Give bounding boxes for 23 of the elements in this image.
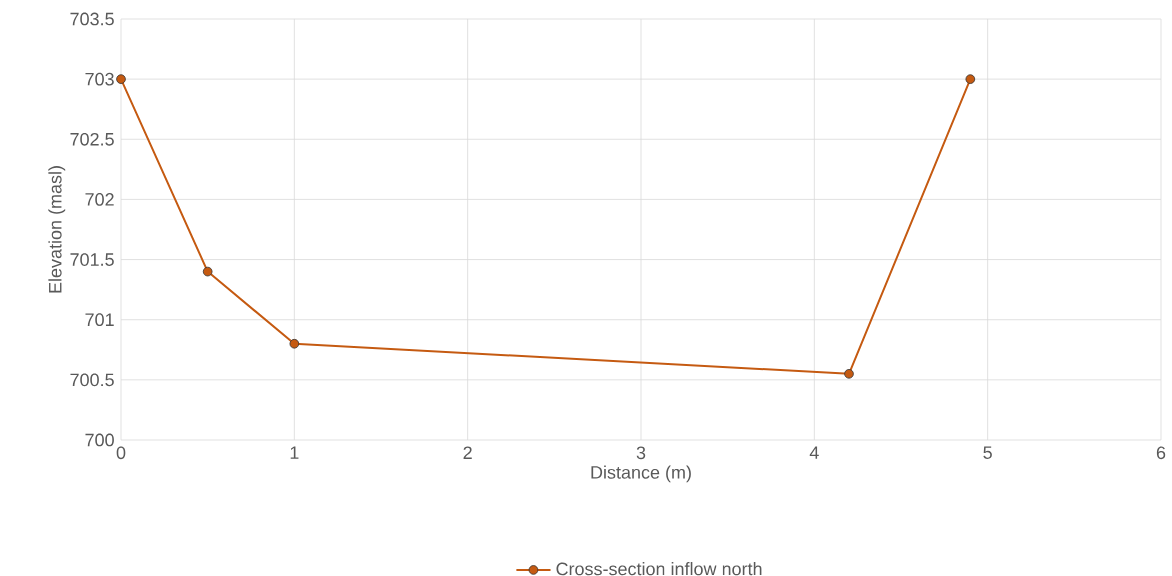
point <box>202 266 213 277</box>
x-tick-label: 3 <box>636 446 646 460</box>
y-axis-title: Elevation (masl) <box>48 166 66 293</box>
x-tick-label: 1 <box>290 446 299 459</box>
point <box>116 74 126 84</box>
x-tick-label: 0 <box>116 446 126 460</box>
y-tick-label: 702 <box>85 193 114 206</box>
x-tick-label: 4 <box>809 446 819 459</box>
x-axis-title: Distance (m) <box>591 465 691 483</box>
y-tick-label: 702.5 <box>70 132 114 146</box>
y-tick-label: 703.5 <box>70 12 114 26</box>
x-tick-label: 2 <box>463 446 472 459</box>
x-tick-label: 6 <box>1156 446 1166 460</box>
y-tick-label: 701 <box>85 313 114 327</box>
x-tick-label: 5 <box>983 446 992 459</box>
y-tick-label: 701.5 <box>70 253 114 266</box>
point <box>289 338 300 349</box>
y-tick-label: 700 <box>85 433 114 447</box>
y-tick-label: 703 <box>85 72 114 86</box>
point <box>965 74 976 84</box>
legend-label: Cross-section inflow north <box>556 562 762 576</box>
y-tick-label: 700.5 <box>70 373 114 387</box>
point <box>844 369 854 379</box>
